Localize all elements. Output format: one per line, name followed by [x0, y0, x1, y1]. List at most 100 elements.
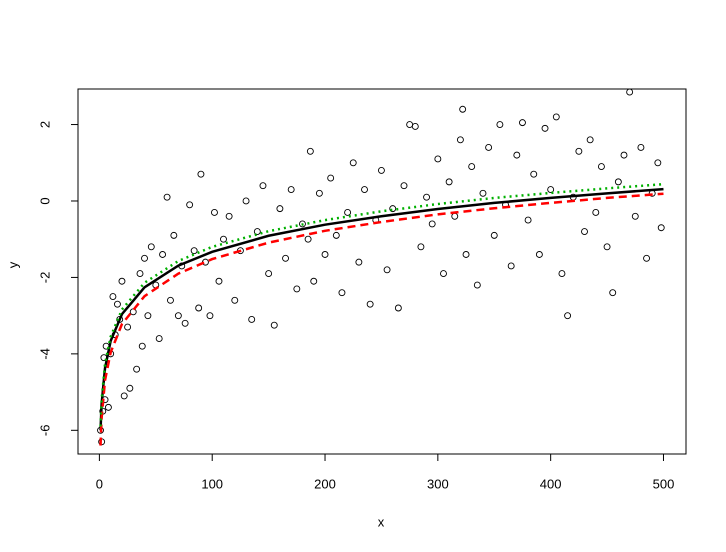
point [306, 147, 314, 155]
point [581, 228, 588, 236]
point [451, 212, 459, 220]
point [428, 220, 436, 228]
point [197, 170, 205, 178]
point [575, 147, 583, 155]
point [118, 277, 126, 285]
point [181, 319, 189, 327]
point [473, 281, 481, 289]
point [643, 254, 651, 262]
x-tick-label: 500 [653, 476, 675, 491]
point [282, 254, 289, 262]
point [389, 205, 397, 213]
point [276, 205, 284, 213]
point [377, 166, 385, 174]
point [141, 254, 148, 262]
point [552, 113, 560, 121]
point [394, 304, 402, 312]
point [558, 270, 566, 278]
point [270, 321, 278, 329]
point [490, 231, 498, 239]
point [592, 209, 600, 216]
point [248, 316, 256, 323]
point [287, 186, 295, 193]
point [211, 209, 218, 216]
point [440, 270, 447, 278]
point [133, 365, 141, 373]
point [170, 231, 178, 239]
point [136, 270, 144, 278]
point [564, 312, 572, 320]
point [225, 212, 233, 220]
point [459, 105, 467, 113]
point [310, 277, 318, 285]
point [597, 163, 605, 171]
point [167, 296, 174, 304]
point [434, 155, 442, 163]
point [423, 193, 431, 201]
point [609, 289, 617, 297]
y-tick-label: -6 [37, 425, 52, 437]
point [614, 178, 622, 186]
y-axis-label: y [5, 261, 20, 268]
point [530, 170, 538, 178]
point [586, 136, 594, 144]
x-tick-label: 300 [427, 476, 449, 491]
fit-line [99, 182, 664, 427]
y-tick-label: -2 [37, 272, 52, 284]
point [174, 312, 182, 320]
point [242, 197, 250, 205]
point [654, 159, 662, 167]
x-tick-label: 400 [540, 476, 562, 491]
point [535, 251, 543, 258]
point [259, 182, 267, 190]
y-tick-label: -4 [37, 348, 52, 360]
point [496, 121, 504, 128]
point [519, 119, 526, 127]
point [547, 186, 555, 193]
point [626, 88, 634, 96]
point [215, 277, 223, 285]
point [144, 312, 152, 320]
point [147, 243, 155, 251]
point [315, 189, 323, 197]
point [186, 201, 194, 209]
point [631, 212, 639, 220]
point [231, 296, 239, 304]
point [327, 174, 335, 182]
point [366, 300, 374, 308]
point [265, 270, 273, 278]
point [163, 193, 171, 201]
x-tick-label: 0 [96, 476, 103, 491]
point [220, 235, 227, 243]
point [462, 251, 470, 258]
point [138, 342, 146, 350]
point [113, 300, 121, 308]
point [253, 228, 261, 236]
point [361, 186, 368, 193]
point [445, 178, 453, 186]
y-tick-label: 0 [37, 197, 52, 204]
point [456, 136, 464, 144]
point [190, 247, 198, 255]
point [541, 124, 549, 132]
point [355, 258, 363, 266]
point [344, 209, 352, 216]
point [468, 163, 476, 171]
point [524, 216, 532, 224]
point [383, 266, 391, 274]
point [109, 293, 117, 300]
point [332, 231, 340, 239]
point [513, 151, 521, 159]
x-tick-label: 100 [201, 476, 223, 491]
point [321, 251, 329, 258]
point [400, 182, 408, 190]
point [417, 243, 425, 251]
fit-line [99, 192, 664, 446]
point [507, 262, 515, 270]
point [293, 285, 301, 293]
point [120, 392, 128, 400]
point [304, 235, 312, 243]
point [637, 144, 645, 151]
x-axis-label: x [378, 514, 385, 529]
